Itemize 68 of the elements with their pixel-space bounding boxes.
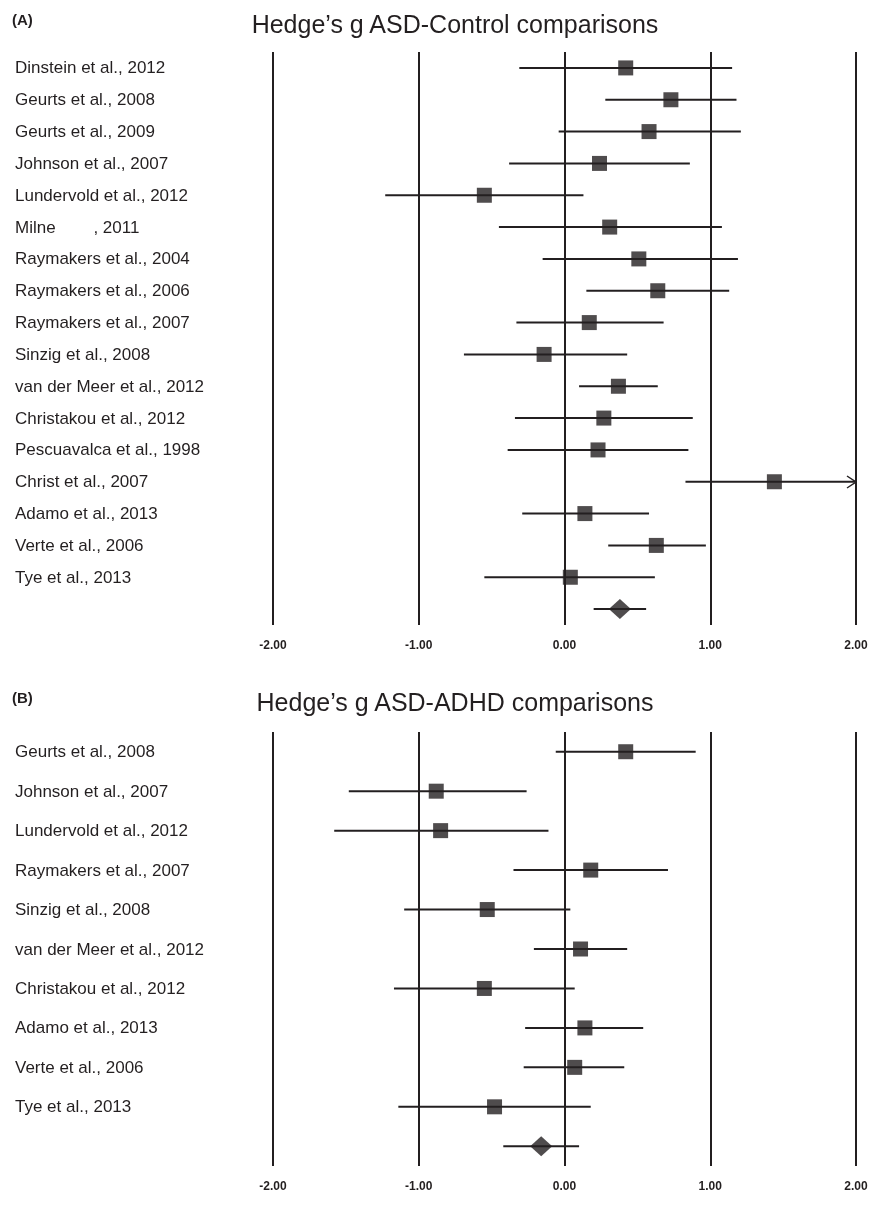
- y-tick-label: Geurts et al., 2008: [15, 742, 155, 762]
- point: [663, 92, 679, 108]
- point: [476, 980, 492, 996]
- y-tick-label: Geurts et al., 2009: [15, 122, 155, 142]
- point: [591, 155, 607, 171]
- point: [650, 283, 666, 299]
- y-tick-label: Christ et al., 2007: [15, 472, 149, 492]
- y-tick-label: Johnson et al., 2007: [15, 153, 169, 173]
- x-tick-label: 2.00: [844, 638, 868, 652]
- y-tick-label: Adamo et al., 2013: [15, 504, 158, 524]
- x-tick-label: 0.00: [552, 1179, 577, 1193]
- point: [766, 474, 782, 490]
- point: [479, 902, 495, 918]
- x-tick-label: 0.00: [552, 638, 577, 652]
- y-tick-label: Raymakers et al., 2007: [15, 860, 190, 880]
- y-tick-label: Christakou et al., 2012: [15, 978, 186, 998]
- text: (A): [12, 11, 33, 28]
- point: [476, 187, 492, 203]
- x-tick-label: -2.00: [259, 1179, 287, 1193]
- y-tick-label: Verte et al., 2006: [15, 535, 144, 555]
- point: [590, 442, 606, 458]
- y-tick-label: Dinstein et al., 2012: [15, 58, 166, 78]
- y-tick-label: Lundervold et al., 2012: [15, 185, 188, 205]
- point: [641, 124, 657, 140]
- x-tick-label: 2.00: [844, 1179, 868, 1193]
- y-tick-label: Sinzig et al., 2008: [15, 344, 151, 364]
- point: [581, 315, 597, 331]
- y-tick-label: Lundervold et al., 2012: [15, 821, 188, 841]
- point: [648, 537, 664, 553]
- y-tick-label: Tye et al., 2013: [15, 1097, 132, 1117]
- y-tick-label: van der Meer et al., 2012: [15, 376, 205, 396]
- point: [433, 823, 449, 839]
- point: [577, 1020, 593, 1036]
- chart-title: Hedge’s g ASD-ADHD comparisons: [256, 687, 654, 716]
- y-tick-label: Tye et al., 2013: [15, 567, 132, 587]
- y-tick-label: Raymakers et al., 2004: [15, 249, 190, 269]
- y-tick-label: Geurts et al., 2008: [15, 90, 155, 110]
- point: [631, 251, 647, 267]
- point: [610, 378, 626, 394]
- y-tick-label: Sinzig et al., 2008: [15, 900, 151, 920]
- y-tick-label: Christakou et al., 2012: [15, 408, 186, 428]
- y-tick-label: Verte et al., 2006: [15, 1057, 144, 1077]
- y-tick-label: Milne , 2011: [15, 217, 140, 237]
- x-tick-label: 1.00: [698, 1179, 723, 1193]
- x-tick-label: -1.00: [405, 638, 433, 652]
- point: [602, 219, 618, 235]
- point: [487, 1099, 503, 1115]
- point: [583, 862, 599, 878]
- point: [618, 60, 634, 76]
- y-tick-label: Adamo et al., 2013: [15, 1018, 158, 1038]
- point: [536, 346, 552, 362]
- text: (B): [12, 689, 33, 706]
- y-tick-label: Pescuavalca et al., 1998: [15, 440, 201, 460]
- point: [573, 941, 589, 957]
- x-tick-label: -2.00: [259, 638, 287, 652]
- y-tick-label: Johnson et al., 2007: [15, 781, 169, 801]
- chart-title: Hedge’s g ASD-Control comparisons: [251, 9, 659, 38]
- point: [567, 1059, 583, 1075]
- x-tick-label: -1.00: [405, 1179, 433, 1193]
- point: [428, 783, 444, 799]
- y-tick-label: Raymakers et al., 2007: [15, 313, 190, 333]
- point: [562, 569, 578, 585]
- y-tick-label: Raymakers et al., 2006: [15, 281, 190, 301]
- point: [577, 506, 593, 522]
- point: [596, 410, 612, 426]
- y-tick-label: van der Meer et al., 2012: [15, 939, 205, 959]
- x-tick-label: 1.00: [698, 638, 723, 652]
- point: [618, 744, 634, 760]
